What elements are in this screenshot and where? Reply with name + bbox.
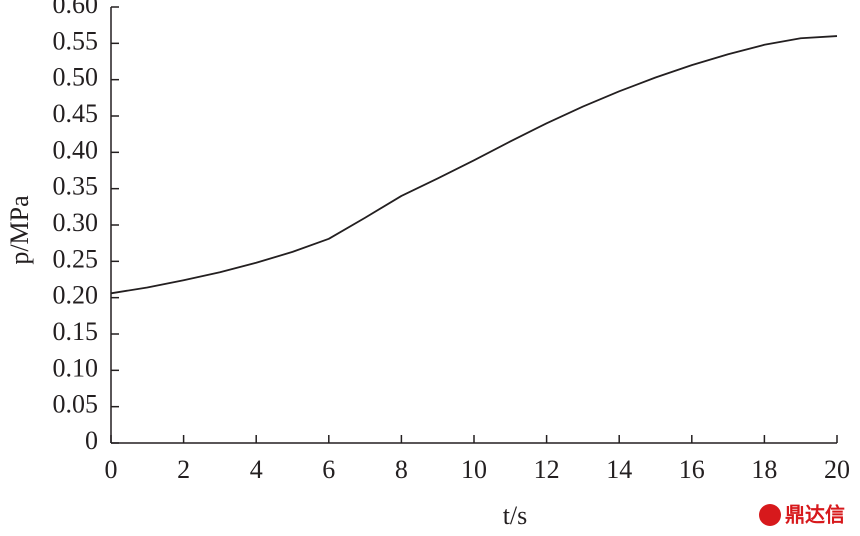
x-tick-label: 16 [679, 455, 705, 484]
x-tick-label: 4 [250, 455, 263, 484]
y-tick-label: 0.05 [53, 390, 99, 419]
y-tick-label: 0.20 [53, 281, 99, 310]
x-tick-label: 8 [395, 455, 408, 484]
y-tick-label: 0 [85, 426, 98, 455]
y-tick-label: 0.50 [53, 63, 99, 92]
data-line [110, 35, 838, 295]
x-tick-label: 20 [824, 455, 850, 484]
x-tick-label: 18 [751, 455, 777, 484]
y-tick-label: 0.10 [53, 353, 99, 382]
x-axis-label: t/s [503, 501, 528, 530]
x-tick-label: 12 [534, 455, 560, 484]
logo [759, 504, 781, 526]
x-tick-label: 14 [606, 455, 632, 484]
y-tick-label: 0.45 [53, 99, 99, 128]
x-tick-label: 10 [461, 455, 487, 484]
y-tick-label: 0.30 [53, 208, 99, 237]
y-axis-label: p/MPa [5, 195, 34, 265]
x-tick-label: 0 [105, 455, 118, 484]
y-tick-label: 0.60 [53, 0, 99, 19]
watermark: 鼎达信 [785, 503, 845, 527]
y-tick-label: 0.15 [53, 317, 99, 346]
x-tick-label: 6 [322, 455, 335, 484]
y-tick-label: 0.55 [53, 26, 99, 55]
y-tick-label: 0.40 [53, 135, 99, 164]
x-tick-label: 2 [177, 455, 190, 484]
y-tick-label: 0.25 [53, 244, 99, 273]
y-tick-label: 0.35 [53, 172, 99, 201]
